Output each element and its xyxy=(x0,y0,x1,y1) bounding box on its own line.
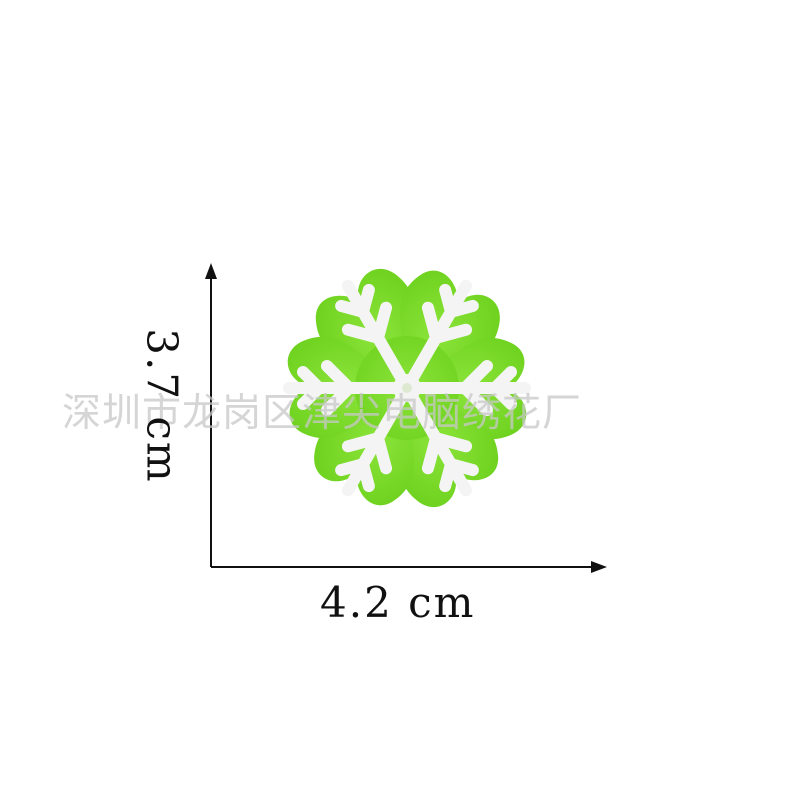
vertical-arrowhead xyxy=(205,263,217,279)
horizontal-arrowhead xyxy=(591,561,607,573)
snowflake-patch xyxy=(283,269,531,507)
dimension-axes xyxy=(205,263,607,573)
watermark-text: 深圳市龙岗区津尖电脑绣花厂 xyxy=(62,391,583,436)
snowflake-stitching xyxy=(283,279,531,497)
height-dimension-label: 3.7 cm xyxy=(137,328,187,484)
width-dimension-label: 4.2 cm xyxy=(320,578,476,627)
